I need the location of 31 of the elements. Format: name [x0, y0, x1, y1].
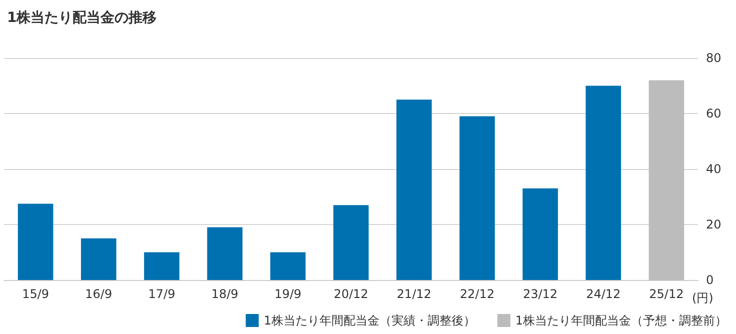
- y-tick-label: 60: [706, 106, 722, 120]
- bar: [648, 80, 684, 280]
- bar: [18, 204, 54, 280]
- y-tick-label: 0: [706, 273, 714, 287]
- bar: [144, 252, 180, 280]
- x-tick-label: 20/12: [334, 287, 368, 301]
- x-tick-label: 23/12: [522, 287, 558, 301]
- bar: [522, 188, 558, 280]
- x-tick-label: 21/12: [396, 287, 432, 301]
- x-tick-label: 24/12: [586, 287, 621, 301]
- legend-label: 1株当たり年間配当金（予想・調整前）: [515, 314, 728, 328]
- bar: [396, 100, 432, 280]
- x-tick-label: 18/9: [211, 287, 238, 301]
- y-tick-label: 40: [706, 162, 722, 176]
- bar: [207, 227, 242, 280]
- x-tick-label: 19/9: [274, 287, 302, 301]
- y-axis-title: (円): [692, 291, 714, 305]
- bar: [333, 205, 369, 280]
- x-tick-label: 25/12: [649, 287, 684, 301]
- x-tick-label: 15/9: [22, 287, 50, 301]
- y-tick-label: 80: [706, 51, 722, 65]
- legend-label: 1株当たり年間配当金（実績・調整後）: [264, 314, 476, 328]
- bar: [586, 86, 622, 280]
- x-tick-label: 16/9: [85, 287, 112, 301]
- x-tick-label: 17/9: [148, 287, 176, 301]
- bar: [270, 252, 306, 280]
- x-tick-label: 22/12: [460, 287, 494, 301]
- y-tick-label: 20: [706, 218, 722, 232]
- bar: [80, 238, 116, 280]
- bar: [460, 116, 495, 280]
- chart-title: 1株当たり配当金の推移: [7, 10, 157, 26]
